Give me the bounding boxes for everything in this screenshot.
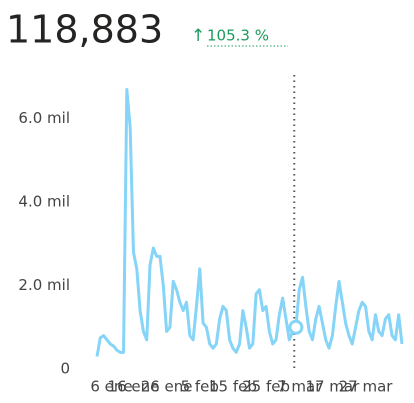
y-tick-label: 4.0 mil: [18, 193, 70, 211]
x-tick-label: 17 mar: [305, 378, 360, 396]
x-tick-label: 7 mar: [277, 378, 322, 396]
x-tick-label: 27 mar: [339, 378, 394, 396]
series-line: [95, 88, 404, 357]
x-tick-label: 26 ene: [141, 378, 193, 396]
highlight-point: [288, 319, 304, 335]
x-tick-label: 16 ene: [108, 378, 160, 396]
x-tick-label: 6 ene: [90, 378, 132, 396]
x-tick-label: 25 feb: [242, 378, 290, 396]
y-tick-label: 6.0 mil: [18, 109, 70, 127]
x-tick-label: 15 feb: [209, 378, 257, 396]
x-tick-label: 5 feb: [181, 378, 219, 396]
change-arrow: ↑: [191, 26, 205, 46]
y-tick-label: 0: [60, 360, 70, 378]
total-value: 118,883: [6, 8, 163, 52]
y-tick-label: 2.0 mil: [18, 276, 70, 294]
change-value: 105.3 %: [207, 27, 269, 45]
